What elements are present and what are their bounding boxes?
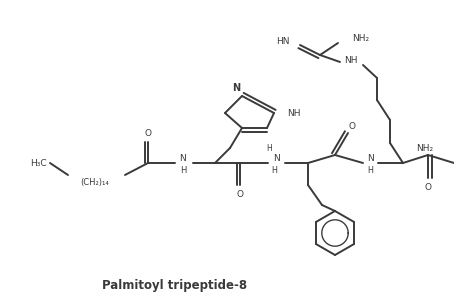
Text: H: H	[266, 143, 272, 153]
Text: O: O	[237, 189, 243, 199]
Text: NH₂: NH₂	[416, 143, 433, 153]
Text: NH: NH	[345, 56, 358, 64]
Text: N: N	[367, 154, 373, 162]
Text: H₃C: H₃C	[30, 158, 47, 168]
Text: H: H	[180, 165, 186, 174]
Text: O: O	[424, 182, 431, 192]
Text: O: O	[144, 129, 152, 138]
Text: H: H	[367, 165, 373, 174]
Text: NH₂: NH₂	[352, 33, 369, 42]
Text: NH: NH	[287, 108, 301, 118]
Text: (CH₂)₁₄: (CH₂)₁₄	[80, 177, 109, 186]
Text: N: N	[180, 154, 187, 162]
Text: H: H	[271, 165, 277, 174]
Text: Palmitoyl tripeptide-8: Palmitoyl tripeptide-8	[103, 278, 247, 292]
Text: N: N	[232, 83, 240, 93]
Text: N: N	[272, 154, 279, 162]
Text: O: O	[349, 122, 355, 130]
Text: HN: HN	[276, 37, 290, 45]
